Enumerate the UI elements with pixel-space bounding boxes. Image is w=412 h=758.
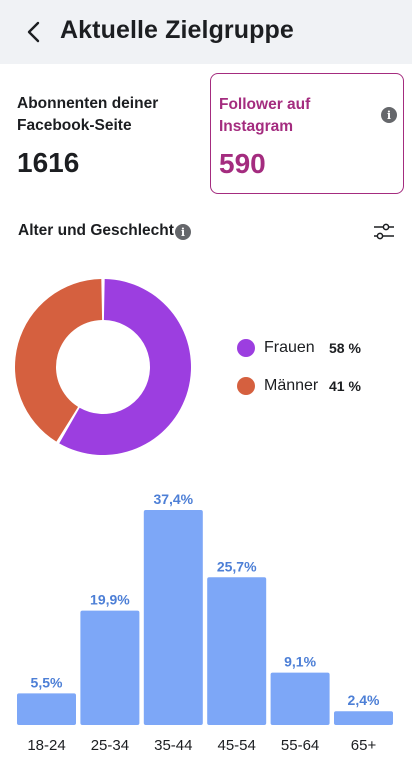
- facebook-follower-count: 1616: [17, 147, 80, 178]
- info-icon[interactable]: i: [175, 224, 191, 240]
- bar-18-24[interactable]: [17, 693, 76, 725]
- bar-value-label: 37,4%: [153, 491, 193, 507]
- donut-slice-frauen: [59, 279, 191, 455]
- age-bar-chart: 5,5% 18-24 19,9% 25-34 37,4% 35-44 25,7% 45-54 9…: [17, 491, 393, 754]
- instagram-card-label-line1: Follower auf: [219, 96, 311, 113]
- app-header: Aktuelle Zielgruppe: [0, 0, 412, 64]
- bar-value-label: 25,7%: [217, 558, 257, 574]
- gender-donut-chart: [15, 279, 191, 455]
- x-tick-label: 55-64: [281, 737, 319, 754]
- page-title: Aktuelle Zielgruppe: [60, 16, 294, 44]
- instagram-followers-card[interactable]: Follower auf Instagram 590 i: [210, 73, 404, 194]
- legend-item-maenner: Männer 41 %: [237, 377, 361, 395]
- bar-45-54[interactable]: [207, 577, 267, 725]
- info-icon[interactable]: i: [381, 107, 397, 123]
- bar-value-label: 5,5%: [31, 674, 63, 690]
- facebook-card-label: Abonnenten deiner Facebook-Seite: [17, 93, 178, 137]
- facebook-followers-card[interactable]: Abonnenten deiner Facebook-Seite 1616: [0, 73, 194, 194]
- facebook-card-label-line1: Abonnenten deiner: [17, 95, 159, 112]
- bar-25-34[interactable]: [80, 610, 140, 725]
- facebook-card-label-line2: Facebook-Seite: [17, 117, 132, 134]
- bar-55-64[interactable]: [270, 672, 330, 725]
- bar-65+[interactable]: [334, 711, 393, 725]
- chevron-left-icon: [27, 21, 40, 43]
- bar-value-label: 9,1%: [284, 654, 316, 670]
- x-tick-label: 35-44: [154, 737, 192, 754]
- x-tick-label: 18-24: [27, 737, 65, 754]
- bar-value-label: 2,4%: [348, 692, 380, 708]
- legend-dot-frauen: [237, 339, 255, 357]
- x-tick-label: 45-54: [218, 737, 256, 754]
- legend-dot-maenner: [237, 377, 255, 395]
- instagram-follower-count: 590: [219, 148, 266, 179]
- section-title: Alter und Geschlecht: [18, 222, 174, 239]
- instagram-card-label: Follower auf Instagram: [219, 94, 387, 138]
- legend-pct-maenner: 41 %: [329, 378, 361, 394]
- instagram-card-label-line2: Instagram: [219, 118, 294, 135]
- legend-pct-frauen: 58 %: [329, 340, 361, 356]
- legend-label-maenner: Männer: [264, 377, 319, 394]
- donut-slice-männer: [15, 279, 103, 442]
- x-tick-label: 25-34: [91, 737, 129, 754]
- legend-item-frauen: Frauen 58 %: [237, 339, 361, 357]
- x-tick-label: 65+: [351, 737, 377, 754]
- sliders-icon[interactable]: [373, 222, 395, 242]
- bar-35-44[interactable]: [143, 510, 203, 725]
- bar-value-label: 19,9%: [90, 592, 130, 608]
- back-button[interactable]: [22, 20, 46, 44]
- legend-label-frauen: Frauen: [264, 339, 315, 356]
